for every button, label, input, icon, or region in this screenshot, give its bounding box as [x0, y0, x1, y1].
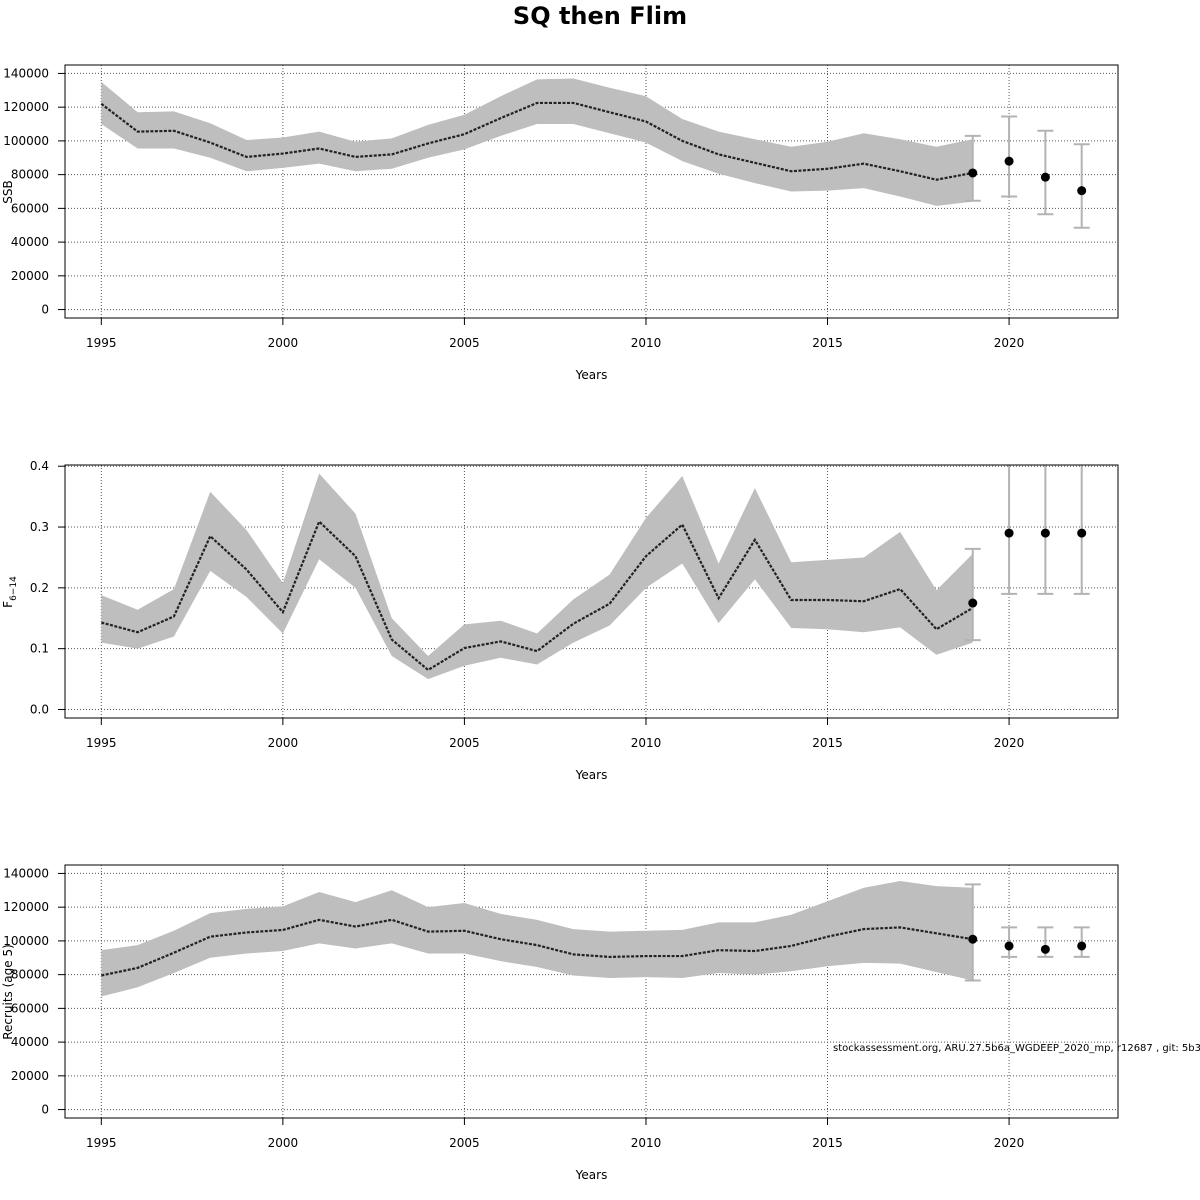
estimate-line: [100, 101, 973, 181]
x-tick-label: 2000: [268, 736, 299, 750]
chart-title: SQ then Flim: [512, 2, 688, 30]
x-tick-label: 2015: [812, 736, 843, 750]
y-tick-label: 80000: [11, 168, 49, 182]
y-tick-label: 20000: [11, 1069, 49, 1083]
forecast-point: [968, 168, 978, 178]
x-tick-label: 2005: [449, 336, 480, 350]
x-tick-label: 2020: [994, 736, 1025, 750]
x-tick-label: 2010: [631, 336, 662, 350]
y-axis-label-subscript: 6−14: [9, 576, 19, 601]
estimate-line: [101, 918, 973, 977]
y-tick-label: 0.1: [30, 642, 49, 656]
chart-panel-1: 1995 2000 2005 2010 2015 2020 0 20000 40000 60000…: [1, 64, 1119, 382]
confidence-band: [101, 881, 973, 997]
y-axis-label: Recruits (age 5): [1, 944, 15, 1040]
forecast-point: [1040, 172, 1050, 182]
x-tick-label: 2005: [449, 736, 480, 750]
chart-panel-2: 1995 2000 2005 2010 2015 2020 0.0 0.1 0.2 0.3 0.4 Y…: [1, 459, 1119, 782]
x-axis-label: Years: [575, 368, 608, 382]
x-tick-label: 1995: [86, 336, 117, 350]
y-tick-label: 20000: [11, 269, 49, 283]
y-axis-label-main: Recruits (age 5): [1, 944, 15, 1040]
plot-frame: [64, 464, 1119, 719]
y-axis-label-main: SSB: [1, 180, 15, 203]
forecast-point: [1077, 186, 1087, 196]
confidence-band: [101, 78, 973, 206]
x-tick-label: 2010: [631, 1136, 662, 1150]
y-tick-label: 0: [41, 303, 49, 317]
y-tick-label: 0.4: [30, 459, 49, 473]
x-tick-label: 2020: [994, 1136, 1025, 1150]
y-tick-label: 0: [41, 1103, 49, 1117]
forecast-point: [968, 934, 978, 944]
x-axis-label: Years: [575, 1168, 608, 1182]
y-tick-label: 0.2: [30, 581, 49, 595]
x-tick-label: 2005: [449, 1136, 480, 1150]
y-tick-label: 120000: [3, 100, 49, 114]
x-axis-label: Years: [575, 768, 608, 782]
y-tick-label: 60000: [11, 1001, 49, 1015]
forecast-point: [1004, 528, 1014, 538]
plot-area: [100, 78, 1090, 229]
y-tick-label: 40000: [11, 235, 49, 249]
y-tick-label: 60000: [11, 201, 49, 215]
x-tick-label: 2000: [268, 336, 299, 350]
chart-panel-3: 1995 2000 2005 2010 2015 2020 0 20000 40000 60000…: [1, 864, 1119, 1182]
forecast-point: [1040, 944, 1050, 954]
plot-area: [101, 465, 1090, 680]
x-tick-label: 2020: [994, 336, 1025, 350]
y-axis-label: F6−14: [1, 576, 19, 608]
x-tick-label: 2015: [812, 1136, 843, 1150]
forecast-point: [1077, 941, 1087, 951]
y-tick-label: 100000: [3, 934, 49, 948]
y-tick-label: 120000: [3, 900, 49, 914]
y-axis-label: SSB: [1, 180, 15, 203]
plot-area: [101, 881, 1090, 997]
confidence-band: [101, 473, 973, 680]
x-tick-label: 2010: [631, 736, 662, 750]
plot-frame: [64, 864, 1119, 1119]
forecast-point: [968, 598, 978, 608]
y-tick-label: 100000: [3, 134, 49, 148]
x-tick-label: 1995: [86, 1136, 117, 1150]
plot-frame: [64, 64, 1119, 319]
y-tick-label: 140000: [3, 66, 49, 80]
y-tick-label: 80000: [11, 968, 49, 982]
y-tick-label: 0.3: [30, 520, 49, 534]
x-tick-label: 1995: [86, 736, 117, 750]
forecast-point: [1040, 528, 1050, 538]
forecast-point: [1004, 941, 1014, 951]
y-tick-label: 40000: [11, 1035, 49, 1049]
footnote: stockassessment.org, ARU.27.5b6a_WGDEEP_…: [833, 1043, 1200, 1054]
forecast-point: [1077, 528, 1087, 538]
estimate-line: [101, 519, 974, 672]
forecast-point: [1004, 156, 1014, 166]
y-tick-label: 140000: [3, 866, 49, 880]
x-tick-label: 2000: [268, 1136, 299, 1150]
y-tick-label: 0.0: [30, 702, 49, 716]
y-axis-label-main: F: [1, 601, 15, 608]
x-tick-label: 2015: [812, 336, 843, 350]
